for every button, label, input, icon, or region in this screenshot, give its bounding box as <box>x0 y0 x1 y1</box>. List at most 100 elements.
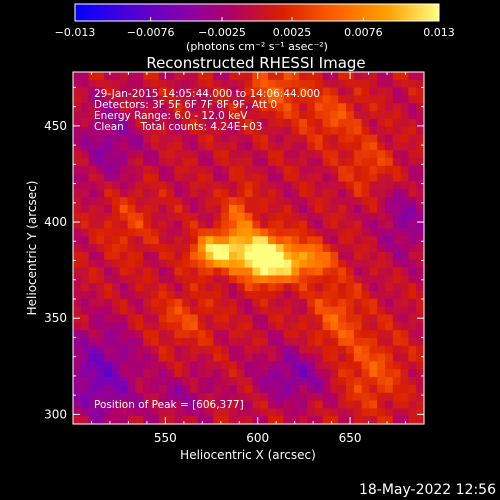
heatmap-cell <box>112 244 121 253</box>
heatmap-cell <box>221 228 230 237</box>
heatmap-cell <box>135 126 144 136</box>
heatmap-cell <box>353 251 363 261</box>
heatmap-cell <box>400 95 409 104</box>
heatmap-cell <box>314 353 324 363</box>
heatmap-cell <box>143 314 152 323</box>
heatmap-cell <box>268 377 277 386</box>
heatmap-cell <box>151 189 160 198</box>
heatmap-cell <box>182 306 191 316</box>
heatmap-cell <box>205 400 214 409</box>
heatmap-cell <box>135 314 144 323</box>
heatmap-cell <box>158 204 168 214</box>
heatmap-cell <box>275 298 285 308</box>
heatmap-cell <box>314 275 324 284</box>
heatmap-cell <box>205 322 214 331</box>
heatmap-cell <box>307 384 316 394</box>
heatmap-cell <box>268 220 277 230</box>
heatmap-cell <box>182 95 191 104</box>
heatmap-cell <box>322 150 331 159</box>
heatmap-cell <box>260 150 269 159</box>
heatmap-cell <box>104 204 113 214</box>
heatmap-cell <box>268 251 277 261</box>
heatmap-cell <box>197 204 207 214</box>
heatmap-cell <box>182 330 191 339</box>
heatmap-cell <box>88 111 97 120</box>
heatmap-cell <box>80 126 90 136</box>
heatmap-cell <box>369 126 378 136</box>
heatmap-cell <box>96 314 105 323</box>
heatmap-cell <box>244 330 253 339</box>
heatmap-cell <box>338 244 347 253</box>
heatmap-cell <box>260 244 269 253</box>
heatmap-cell <box>166 158 175 167</box>
heatmap-cell <box>283 150 292 159</box>
heatmap-cell <box>275 142 285 151</box>
heatmap-cell <box>400 259 409 269</box>
heatmap-cell <box>275 165 285 175</box>
heatmap-cell <box>205 236 214 245</box>
heatmap-cell <box>112 416 121 425</box>
heatmap-cell <box>353 291 363 300</box>
heatmap-cell <box>361 111 370 120</box>
heatmap-cell <box>307 204 316 214</box>
heatmap-cell <box>197 87 207 97</box>
heatmap-cell <box>174 298 183 308</box>
heatmap-cell <box>307 392 316 402</box>
heatmap-cell <box>88 377 97 386</box>
heatmap-cell <box>361 228 370 237</box>
heatmap-cell <box>275 134 285 143</box>
heatmap-cell <box>143 236 152 245</box>
heatmap-cell <box>408 416 417 425</box>
heatmap-cell <box>158 322 168 331</box>
heatmap-cell <box>307 134 316 143</box>
heatmap-cell <box>322 291 331 300</box>
heatmap-cell <box>385 306 394 316</box>
heatmap-cell <box>190 118 199 128</box>
heatmap-cell <box>291 165 300 175</box>
heatmap-cell <box>205 150 214 159</box>
heatmap-cell <box>330 173 339 183</box>
heatmap-cell <box>236 95 246 104</box>
heatmap-cell <box>369 384 378 394</box>
heatmap-cell <box>299 236 308 245</box>
heatmap-cell <box>330 369 339 378</box>
heatmap-cell <box>268 103 277 112</box>
heatmap-cell <box>182 291 191 300</box>
heatmap-cell <box>377 275 386 284</box>
heatmap-cell <box>377 72 386 81</box>
heatmap-cell <box>197 408 207 417</box>
heatmap-cell <box>104 337 113 347</box>
heatmap-cell <box>80 79 90 89</box>
heatmap-cell <box>314 118 324 128</box>
heatmap-cell <box>244 103 253 112</box>
heatmap-cell <box>190 353 199 363</box>
colorbar-tick-label: 0.013 <box>423 26 455 39</box>
heatmap-cell <box>73 181 82 190</box>
heatmap-cell <box>104 298 113 308</box>
heatmap-cell <box>307 236 316 245</box>
heatmap-cell <box>166 72 175 81</box>
heatmap-cell <box>353 275 363 284</box>
heatmap-cell <box>104 361 113 370</box>
heatmap-cell <box>361 322 370 331</box>
heatmap-cell <box>158 369 168 378</box>
heatmap-cell <box>229 330 238 339</box>
heatmap-cell <box>252 165 261 175</box>
heatmap-cell <box>166 244 175 253</box>
heatmap-cell <box>229 361 238 370</box>
heatmap-cell <box>361 244 370 253</box>
heatmap-cell <box>322 87 331 97</box>
heatmap-cell <box>338 150 347 159</box>
heatmap-cell <box>408 259 417 269</box>
heatmap-cell <box>119 275 129 284</box>
heatmap-cell <box>346 220 355 230</box>
heatmap-cell <box>221 126 230 136</box>
heatmap-cell <box>275 291 285 300</box>
heatmap-cell <box>377 87 386 97</box>
heatmap-cell <box>119 204 129 214</box>
heatmap-cell <box>369 189 378 198</box>
heatmap-cell <box>119 111 129 120</box>
heatmap-cell <box>166 197 175 206</box>
heatmap-cell <box>158 72 168 81</box>
heatmap-cell <box>400 314 409 323</box>
